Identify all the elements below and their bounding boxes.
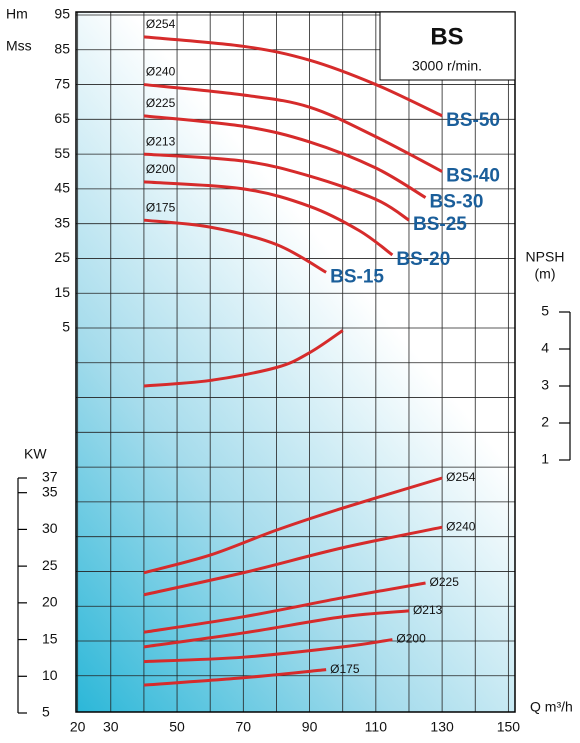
x-tick-label: 20 (70, 719, 86, 735)
y-tick-label: 65 (54, 110, 70, 126)
model-label: BS-25 (413, 214, 467, 235)
head-curve (143, 218, 327, 274)
npsh-tick-label: 3 (541, 377, 549, 393)
y-axis-label: Mss (6, 38, 32, 54)
x-tick-label: 150 (497, 719, 521, 735)
y-tick-label: 85 (54, 40, 70, 56)
power-tick-label: 37 (42, 469, 58, 485)
npsh-tick-label: 5 (541, 303, 549, 319)
impeller-label: Ø225 (146, 96, 176, 110)
impeller-label: Ø175 (146, 200, 176, 214)
y-tick-label: 55 (54, 145, 70, 161)
npsh-tick-label: 4 (541, 340, 549, 356)
power-tick-label: 35 (42, 483, 58, 499)
power-tick-label: 30 (42, 520, 58, 536)
model-label: BS-30 (430, 192, 484, 213)
title-box (379, 11, 516, 81)
impeller-label: Ø254 (146, 17, 176, 31)
x-tick-label: 70 (236, 719, 252, 735)
y-tick-label: 25 (54, 249, 70, 265)
model-label: BS-20 (396, 249, 450, 270)
impeller-label: Ø200 (146, 162, 176, 176)
x-tick-label: 110 (365, 719, 388, 735)
y-tick-label: 5 (62, 319, 70, 335)
y-axis-label: Hm (6, 6, 28, 22)
impeller-label: Ø225 (430, 575, 460, 589)
npsh-curve (143, 329, 344, 388)
power-curve (143, 609, 410, 649)
impeller-label: Ø240 (146, 65, 176, 79)
impeller-label: Ø175 (330, 662, 360, 676)
model-label: BS-15 (330, 266, 384, 287)
head-curve (143, 152, 410, 222)
model-label: BS-50 (446, 110, 500, 131)
x-tick-label: 90 (302, 719, 318, 735)
impeller-label: Ø254 (446, 470, 476, 484)
power-tick-label: 25 (42, 557, 58, 573)
head-curve (143, 35, 443, 118)
x-axis-label: Q m³/h (530, 699, 573, 715)
power-axis-label: KW (24, 446, 47, 462)
impeller-label: Ø213 (413, 603, 443, 617)
chart-subtitle: 3000 r/min. (412, 58, 482, 74)
npsh-axis-label: NPSH (526, 249, 565, 265)
impeller-label: Ø240 (446, 519, 476, 533)
head-curve (143, 83, 443, 173)
power-curve (143, 638, 393, 664)
x-tick-label: 50 (169, 719, 185, 735)
npsh-axis-label: (m) (535, 266, 556, 282)
y-tick-label: 15 (54, 284, 70, 300)
npsh-tick-label: 2 (541, 414, 549, 430)
model-label: BS-40 (446, 166, 500, 187)
power-tick-label: 20 (42, 594, 58, 610)
y-tick-label: 35 (54, 214, 70, 230)
power-curve (143, 581, 426, 634)
x-tick-label: 30 (103, 719, 119, 735)
power-curve (143, 525, 443, 597)
y-tick-label: 45 (54, 180, 70, 196)
power-tick-label: 15 (42, 630, 58, 646)
y-tick-label: 75 (54, 75, 70, 91)
chart-title: BS (430, 23, 463, 50)
power-tick-label: 5 (42, 704, 50, 720)
power-curve (143, 668, 327, 687)
y-tick-label: 95 (54, 6, 70, 22)
head-curve (143, 180, 394, 257)
plot-frame (75, 11, 516, 713)
power-curve (143, 476, 443, 575)
impeller-label: Ø213 (146, 134, 176, 148)
impeller-label: Ø200 (396, 632, 426, 646)
x-tick-label: 130 (430, 719, 454, 735)
power-tick-label: 10 (42, 667, 58, 683)
head-curve (143, 114, 427, 199)
npsh-tick-label: 1 (541, 451, 549, 467)
